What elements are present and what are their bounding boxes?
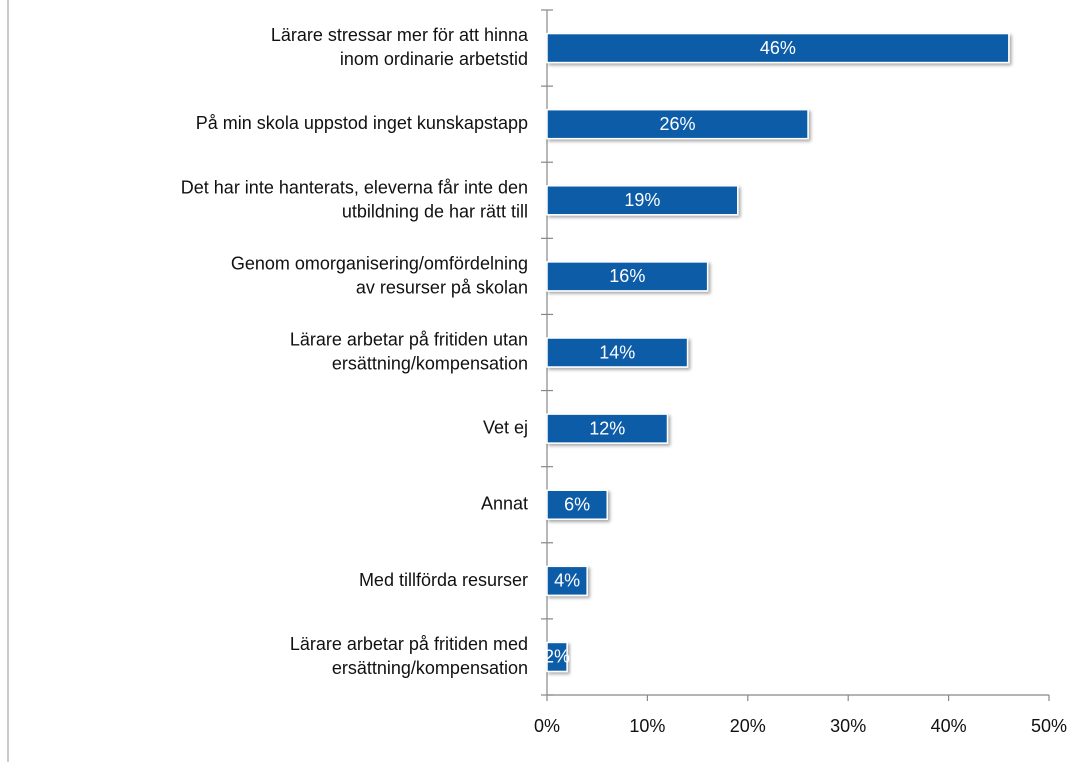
bar [546, 32, 1010, 64]
category-label-line: Med tillförda resurser [359, 570, 528, 590]
category-label-line: På min skola uppstod inget kunskapstapp [196, 113, 528, 133]
x-tick-label: 10% [629, 716, 665, 736]
category-label-line: Lärare arbetar på fritiden utan [290, 329, 528, 349]
category-label-line: Annat [481, 493, 528, 513]
category-label-line: inom ordinarie arbetstid [340, 49, 528, 69]
category-label: Lärare arbetar på fritiden med ersättning… [290, 634, 528, 678]
category-label: Genom omorganisering/omfördelning av resu… [231, 253, 528, 297]
bar [546, 565, 588, 597]
value-label: 46% [760, 38, 796, 58]
value-label: 19% [624, 190, 660, 210]
bar [546, 185, 739, 216]
category-label: Lärare arbetar på fritiden utan ersättnin… [290, 329, 528, 373]
category-label: Lärare stressar mer för att hinna inom or… [271, 25, 529, 69]
category-label-line: ersättning/kompensation [332, 353, 528, 373]
bar [546, 261, 709, 292]
value-label: 26% [660, 114, 696, 134]
category-label-line: Lärare stressar mer för att hinna [271, 25, 529, 45]
value-label: 6% [564, 494, 590, 514]
value-label: 16% [609, 266, 645, 286]
x-tick-label: 0% [534, 716, 560, 736]
category-label: Det har inte hanterats, eleverna får int… [181, 177, 528, 221]
x-tick-label: 30% [830, 716, 866, 736]
value-label: 14% [599, 342, 635, 362]
bar [546, 337, 689, 368]
category-label-line: ersättning/kompensation [332, 658, 528, 678]
category-label-line: Det har inte hanterats, eleverna får int… [181, 177, 528, 197]
category-label-line: utbildning de har rätt till [342, 201, 528, 221]
category-label: På min skola uppstod inget kunskapstapp [196, 113, 528, 133]
category-label-line: Genom omorganisering/omfördelning [231, 253, 528, 273]
value-label: 4% [554, 571, 580, 591]
value-label: 2% [544, 647, 570, 667]
x-tick-label: 20% [730, 716, 766, 736]
x-tick-label: 40% [931, 716, 967, 736]
category-label: Vet ej [483, 417, 528, 437]
bar [546, 413, 669, 444]
category-label: Med tillförda resurser [359, 570, 528, 590]
category-label-line: Lärare arbetar på fritiden med [290, 634, 528, 654]
bar [546, 489, 608, 520]
bar [546, 108, 809, 140]
category-label-line: Vet ej [483, 417, 528, 437]
bar [546, 641, 568, 673]
x-tick-label: 50% [1031, 716, 1067, 736]
category-label-line: av resurser på skolan [356, 277, 528, 297]
category-label: Annat [481, 493, 528, 513]
value-label: 12% [589, 418, 625, 438]
